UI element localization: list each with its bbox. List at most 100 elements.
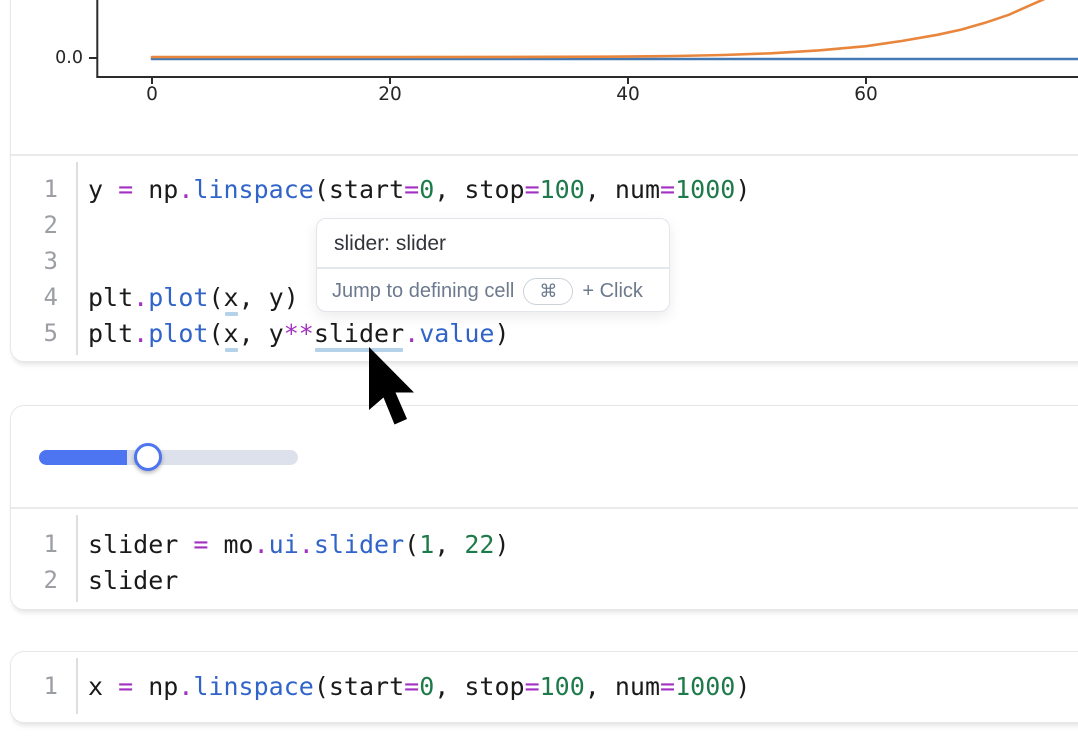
code-token: 1000: [675, 174, 736, 204]
command-key-badge: ⌘: [523, 277, 574, 305]
code-token: , num: [584, 671, 661, 701]
cell-slider: 1 slider = mo.ui.slider(1, 22) 2 slider: [10, 405, 1078, 610]
code-token: .: [298, 529, 314, 559]
code-token: .: [178, 671, 194, 701]
code-token: ): [494, 529, 510, 559]
code-token: np: [133, 174, 179, 204]
code-token: slider: [88, 529, 194, 559]
code-token: 100: [539, 671, 585, 701]
slider-thumb[interactable]: [134, 443, 162, 471]
code-token: 0: [419, 671, 435, 701]
output-code-divider: [11, 507, 1078, 509]
code-token: .: [133, 318, 149, 348]
tooltip-variable-name: slider: slider: [334, 232, 447, 255]
slider-output-area: [11, 406, 1078, 507]
code-token: ): [494, 318, 510, 348]
code-token: , stop: [434, 671, 525, 701]
code-content: x = np.linspace(start=0, stop=100, num=1…: [88, 672, 750, 701]
code-token: linspace: [193, 671, 314, 701]
code-token: =: [404, 174, 420, 204]
code-token: plot: [148, 282, 209, 312]
code-token: (start: [313, 671, 405, 701]
line-number: 3: [43, 247, 58, 275]
line-number: 4: [43, 283, 58, 311]
code-token: slider: [88, 565, 179, 595]
code-token: .: [404, 318, 420, 348]
tooltip-divider: [317, 267, 669, 269]
code-token: slider: [313, 529, 405, 559]
code-token: .: [178, 174, 194, 204]
code-token: y: [88, 174, 119, 204]
code-token: =: [118, 671, 134, 701]
code-token: slider: [313, 318, 405, 348]
code-line[interactable]: 1 slider = mo.ui.slider(1, 22): [11, 526, 1078, 562]
code-token: =: [193, 529, 209, 559]
code-token: plt: [88, 282, 134, 312]
code-token: , num: [584, 174, 661, 204]
jump-to-cell-hint: Jump to defining cell: [332, 279, 515, 302]
variable-tooltip: slider: slider Jump to defining cell ⌘ +…: [316, 218, 670, 312]
line-number: 2: [43, 566, 58, 594]
code-editor-slider[interactable]: 1 slider = mo.ui.slider(1, 22) 2 slider: [11, 509, 1078, 610]
line-number: 1: [43, 672, 58, 700]
code-token: , y: [238, 318, 284, 348]
code-token: value: [419, 318, 495, 348]
code-token: mo: [208, 529, 254, 559]
output-code-divider: [11, 154, 1078, 156]
gutter-separator: [76, 515, 78, 602]
code-line[interactable]: 2: [11, 207, 1078, 243]
code-token: 22: [464, 529, 495, 559]
line-number: 1: [43, 175, 58, 203]
code-token: 1000: [675, 671, 736, 701]
code-content: slider = mo.ui.slider(1, 22): [88, 530, 510, 559]
code-token: , stop: [434, 174, 525, 204]
slider-fill: [39, 450, 127, 465]
code-token: x: [223, 282, 239, 312]
mouse-cursor-icon: [369, 347, 414, 425]
code-content: plt.plot(x, y): [88, 283, 299, 312]
code-token: (: [208, 282, 224, 312]
code-token: =: [404, 671, 420, 701]
code-token: (: [404, 529, 420, 559]
code-line[interactable]: 5 plt.plot(x, y**slider.value): [11, 315, 1078, 351]
code-token: linspace: [193, 174, 314, 204]
code-line[interactable]: 3: [11, 243, 1078, 279]
code-token: =: [660, 174, 676, 204]
gutter-separator: [76, 658, 78, 714]
code-token: =: [118, 174, 134, 204]
code-token: np: [133, 671, 179, 701]
code-token: 0: [419, 174, 435, 204]
code-token: =: [660, 671, 676, 701]
code-line[interactable]: 4 plt.plot(x, y): [11, 279, 1078, 315]
code-token: =: [524, 174, 540, 204]
code-token: ui: [268, 529, 299, 559]
code-token: =: [524, 671, 540, 701]
code-token: plot: [148, 318, 209, 348]
gutter-separator: [76, 162, 78, 355]
code-token: **: [283, 318, 314, 348]
code-token: ): [735, 174, 751, 204]
slider-track[interactable]: [39, 443, 298, 471]
code-line[interactable]: 2 slider: [11, 562, 1078, 598]
code-token: x: [223, 318, 239, 348]
line-number: 5: [43, 319, 58, 347]
code-token: .: [253, 529, 269, 559]
line-number: 2: [43, 211, 58, 239]
code-content: slider: [88, 566, 178, 595]
line-number: 1: [43, 530, 58, 558]
code-token: 1: [419, 529, 435, 559]
code-token: ): [735, 671, 751, 701]
code-token: plt: [88, 318, 134, 348]
code-token: , y): [238, 282, 299, 312]
code-token: (: [208, 318, 224, 348]
code-token: (start: [313, 174, 405, 204]
code-content: y = np.linspace(start=0, stop=100, num=1…: [88, 175, 750, 204]
code-token: x: [88, 671, 119, 701]
code-token: .: [133, 282, 149, 312]
